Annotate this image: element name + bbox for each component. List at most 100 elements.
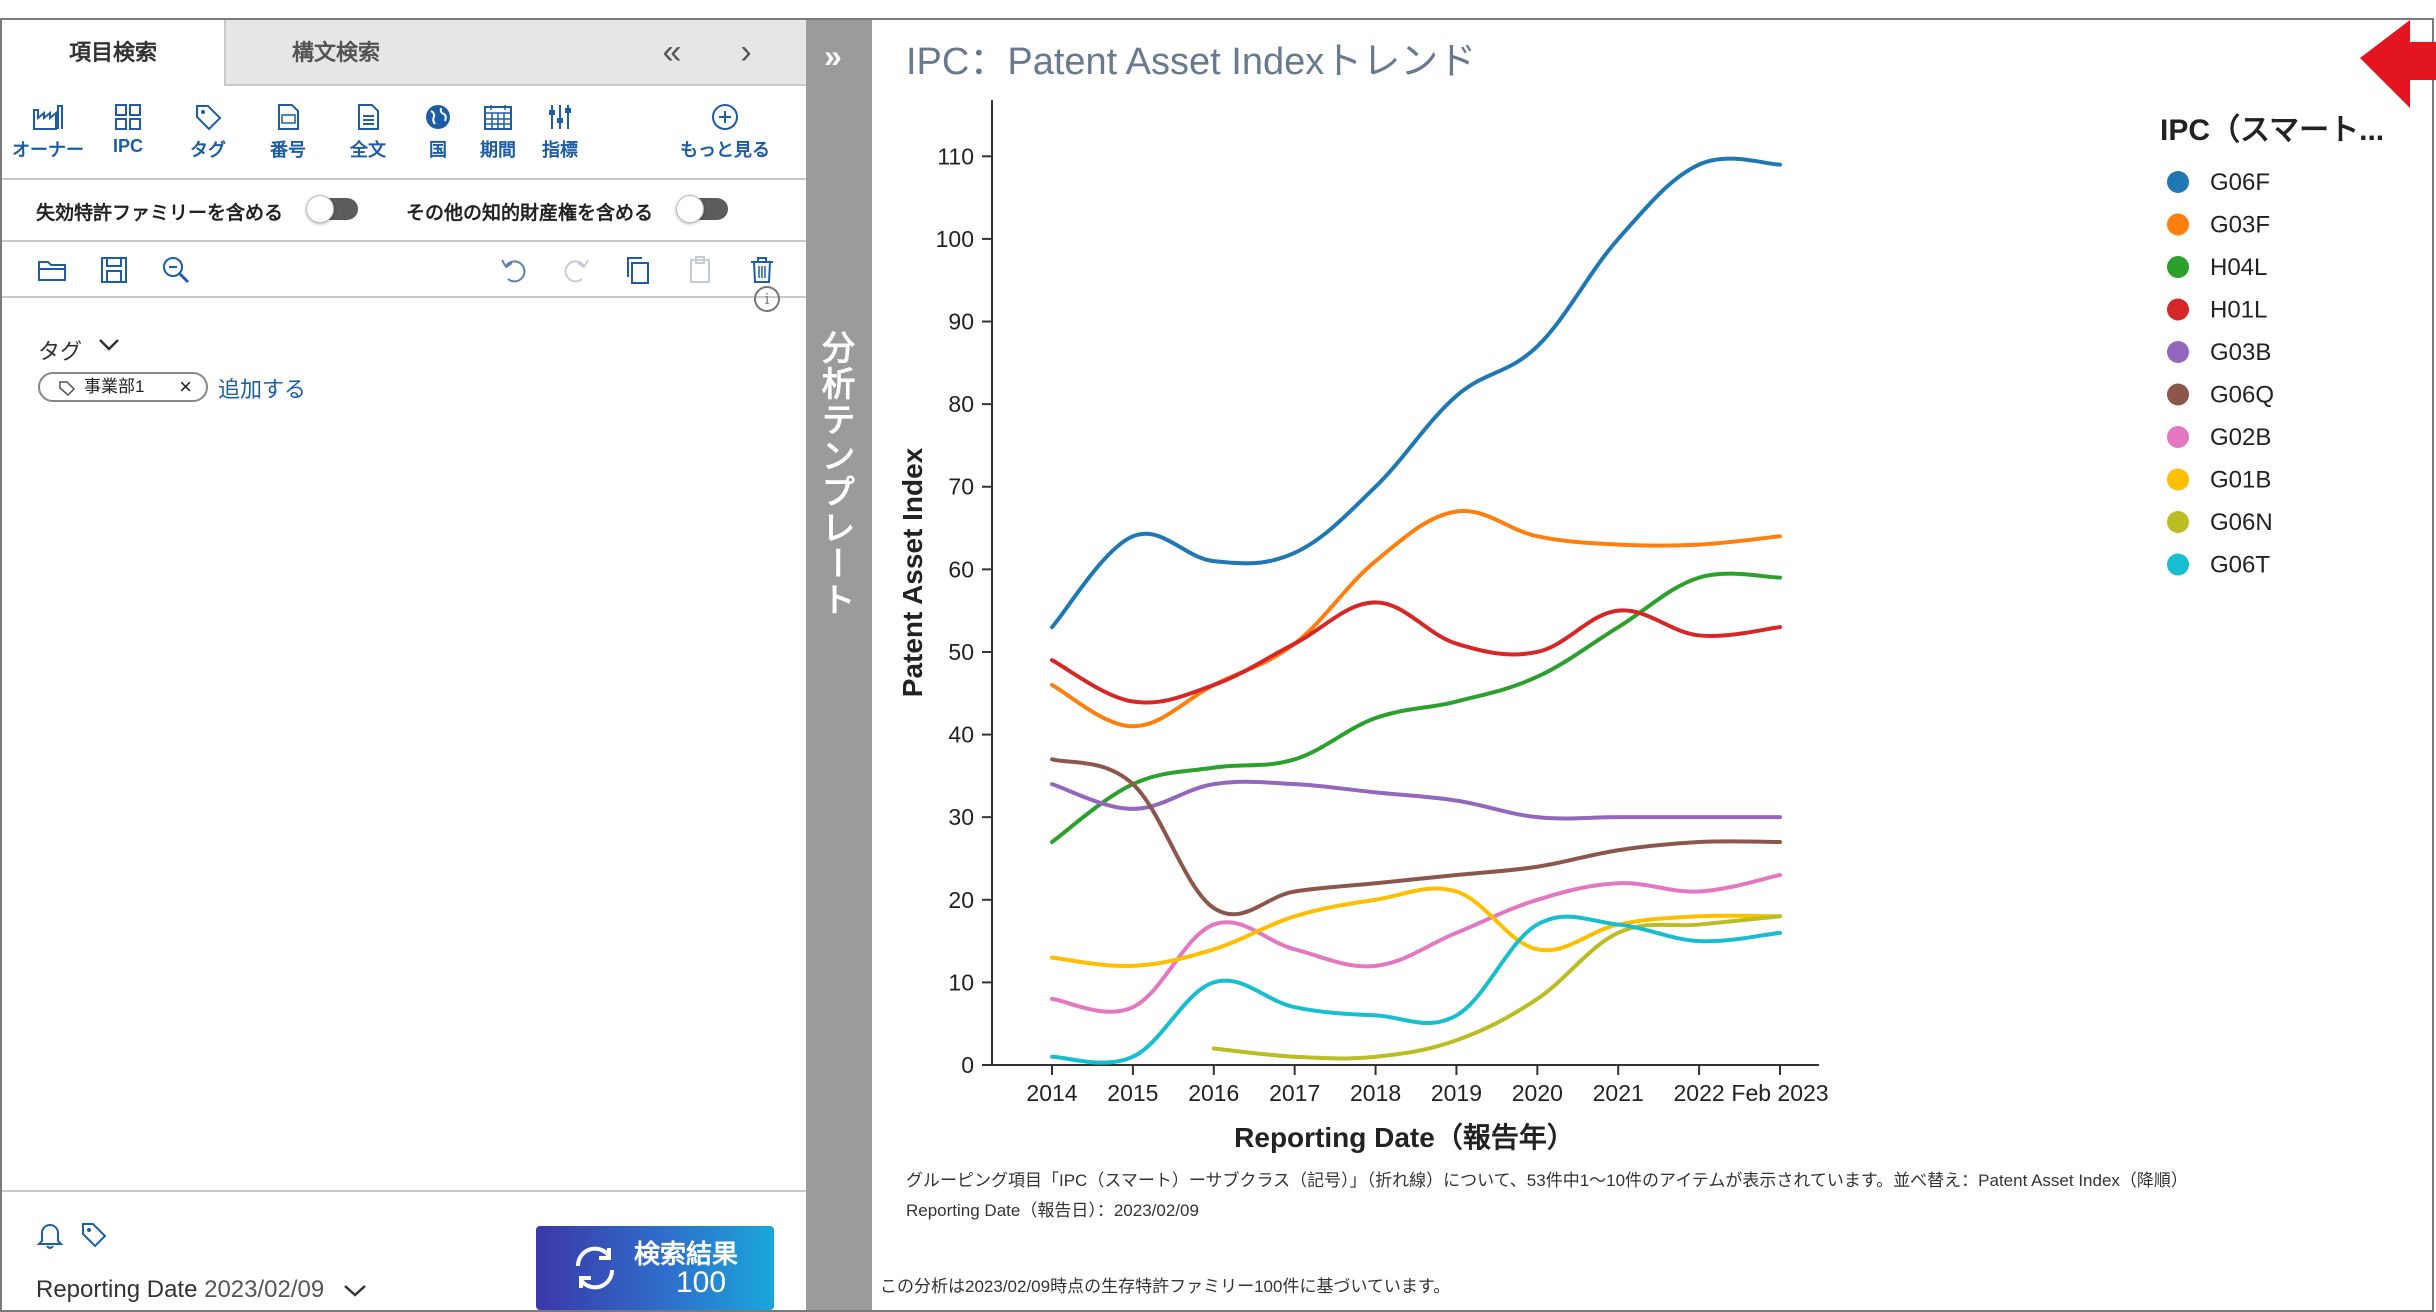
legend-label-h01l[interactable]: H01L [2210,297,2267,324]
series-line-h04l[interactable] [1050,571,1782,844]
series-line-g03f[interactable] [1050,508,1782,729]
tool-number-label: 番号 [270,140,306,160]
info-icon[interactable]: i [754,286,780,312]
legend-label-g06f[interactable]: G06F [2210,169,2270,196]
x-tick-label: 2018 [1350,1080,1401,1106]
search-zoom-icon[interactable] [160,254,192,286]
legend-marker-g06f[interactable] [2167,171,2189,193]
legend-label-h04l[interactable]: H04L [2210,254,2267,281]
copy-icon[interactable] [622,254,654,286]
tab-field-search[interactable]: 項目検索 [2,20,226,86]
tool-country-label: 国 [429,140,447,160]
tool-indicator[interactable]: 指標 [520,102,600,162]
tool-period[interactable]: 期間 [458,102,538,162]
tool-tag[interactable]: タグ [168,102,248,162]
chevron-down-icon [344,1284,366,1297]
x-tick-label: 2014 [1026,1080,1077,1106]
reporting-date-note: Reporting Date（報告日）：2023/02/09 [906,1201,1199,1220]
legend-label-g01b[interactable]: G01B [2210,467,2271,494]
paste-icon[interactable] [684,254,716,286]
y-tick-label: 110 [937,143,974,169]
y-tick-label: 50 [948,639,974,665]
remove-tag-icon[interactable]: × [179,374,192,399]
ipc-trend-chart[interactable]: 0 10 20 30 40 50 60 70 80 90 100 110 2014 2015 2016 201… [872,80,2432,1190]
search-panel: 項目検索 構文検索 « › オーナー IPC タグ 番号 全文 国 [2,20,806,1310]
y-tick-label: 10 [948,969,974,995]
legend-title: IPC（スマート... [2160,113,2384,147]
chart-caption: グルーピング項目「IPC（スマート）ーサブクラス（記号）」（折れ線）について、5… [906,1166,2188,1226]
tool-period-label: 期間 [480,140,516,160]
series-line-g06t[interactable] [1050,914,1782,1065]
tool-ipc[interactable]: IPC [88,102,168,157]
series-line-g06f[interactable] [1050,156,1782,630]
next-icon[interactable]: › [740,33,752,71]
x-tick-label: 2017 [1269,1080,1320,1106]
legend-marker-h01l[interactable] [2167,298,2189,321]
legend-marker-g06n[interactable] [2167,511,2189,533]
legend-marker-g06t[interactable] [2167,553,2189,576]
series-line-g06q[interactable] [1050,757,1782,917]
tool-country[interactable]: 国 [398,102,478,162]
series-line-g01b[interactable] [1050,886,1782,969]
y-tick-label: 0 [961,1052,974,1078]
search-results-button[interactable]: 検索結果 100 [536,1226,774,1310]
undo-icon[interactable] [498,254,530,286]
legend-label-g06q[interactable]: G06Q [2210,382,2274,409]
x-tick-label: 2020 [1512,1080,1563,1106]
redo-icon[interactable] [560,254,592,286]
bell-icon[interactable] [36,1220,64,1250]
legend-marker-g03f[interactable] [2167,213,2189,236]
save-icon[interactable] [98,254,130,286]
series-line-g03b[interactable] [1050,779,1782,821]
factory-icon [33,105,63,130]
chevron-down-icon[interactable] [98,338,120,352]
expand-icon[interactable]: » [824,38,842,74]
lapsed-families-toggle[interactable] [306,195,358,223]
search-tabs: 項目検索 構文検索 « › [2,20,806,86]
legend-marker-g06q[interactable] [2167,383,2189,406]
globe-icon [426,105,450,129]
legend-marker-g01b[interactable] [2167,468,2189,491]
x-tick-label: Feb 2023 [1731,1080,1828,1106]
legend-label-g03f[interactable]: G03F [2210,212,2270,239]
tag-chip[interactable]: 事業部1 × [38,372,208,402]
y-tick-label: 40 [948,722,974,748]
x-axis-label: Reporting Date（報告年） [1234,1121,1575,1153]
document-number-icon [278,104,299,130]
reporting-date-selector[interactable]: Reporting Date 2023/02/09 [36,1276,367,1304]
analysis-panel: IPC：Patent Asset Indexトレンド 0 10 20 30 40 50 60… [872,20,2436,1310]
other-ip-toggle[interactable] [676,195,728,223]
tool-owner[interactable]: オーナー [8,102,88,162]
reporting-date-value: 2023/02/09 [204,1276,325,1303]
x-tick-label: 2019 [1431,1080,1482,1106]
y-tick-label: 30 [948,804,974,830]
legend-label-g06t[interactable]: G06T [2210,552,2270,579]
legend-label-g02b[interactable]: G02B [2210,424,2271,451]
reporting-date-label: Reporting Date [36,1276,198,1303]
add-tag-link[interactable]: 追加する [218,377,307,402]
tool-number[interactable]: 番号 [248,102,328,162]
legend-marker-g02b[interactable] [2167,426,2189,448]
tool-fulltext[interactable]: 全文 [328,102,408,162]
legend-label-g03b[interactable]: G03B [2210,339,2271,366]
analysis-template-sidebar[interactable]: » 分析テンプレート [806,20,872,1310]
legend-label-g06n[interactable]: G06N [2210,509,2273,536]
legend-marker-h04l[interactable] [2167,256,2189,278]
series-line-g06n[interactable] [1211,914,1782,1061]
open-folder-icon[interactable] [36,254,68,286]
series-line-h01l[interactable] [1050,600,1782,705]
chart-title: IPC：Patent Asset Indexトレンド [906,41,1477,83]
tab-syntax-search[interactable]: 構文検索 [291,40,380,65]
tag-icon[interactable] [80,1220,108,1250]
document-text-icon [358,104,379,130]
tool-indicator-label: 指標 [542,140,578,160]
tool-more[interactable]: もっと見る [670,102,780,162]
search-results-count: 100 [676,1266,727,1299]
x-tick-label: 2015 [1107,1080,1158,1106]
analysis-template-label: 分析テンプレート [816,330,854,618]
collapse-panel-icon[interactable]: « [662,33,682,71]
trash-icon[interactable] [746,254,778,286]
y-tick-label: 70 [948,474,974,500]
legend-marker-g03b[interactable] [2167,341,2189,363]
series-line-g02b[interactable] [1050,873,1782,1014]
